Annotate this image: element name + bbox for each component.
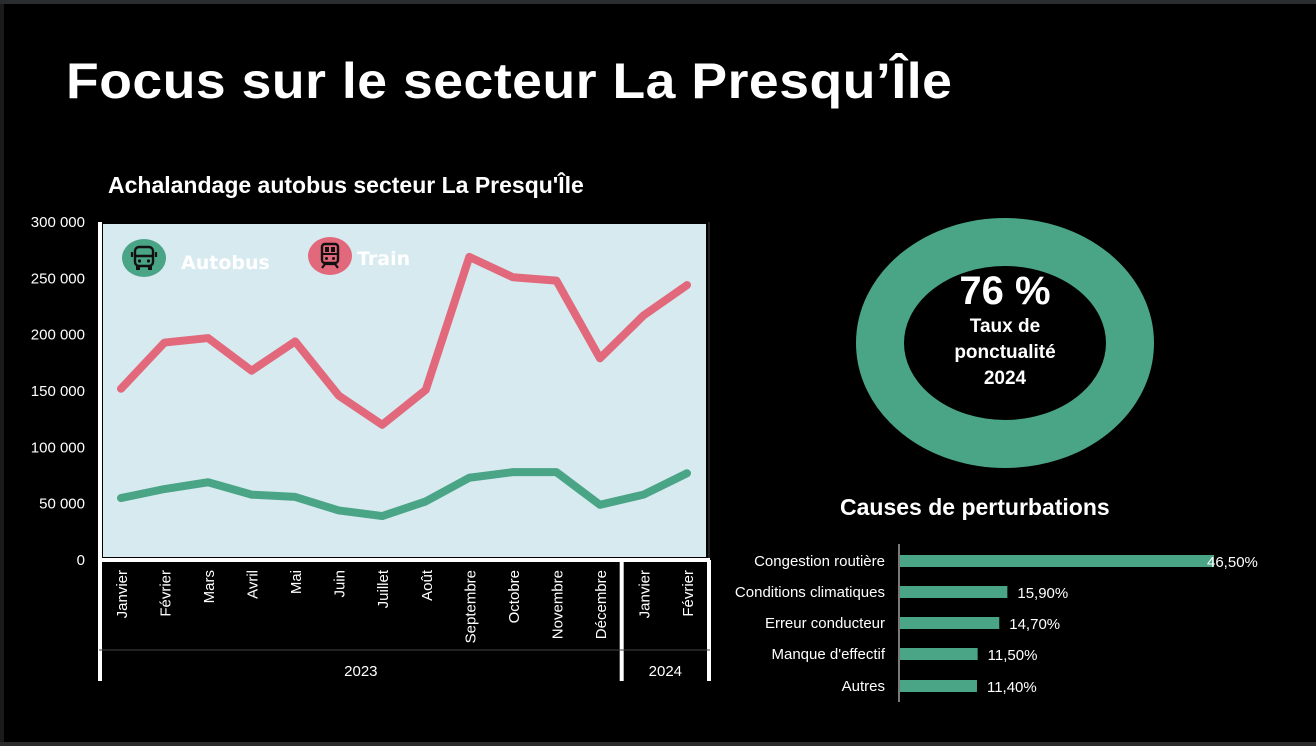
punctuality-label-line-3: 2024 bbox=[983, 368, 1027, 389]
causes-chart-title: Causes de perturbations bbox=[840, 494, 1110, 520]
x-tick-label: Décembre bbox=[593, 570, 610, 639]
y-tick-label: 300 000 bbox=[31, 214, 85, 231]
y-tick-label: 250 000 bbox=[31, 270, 85, 287]
bar bbox=[900, 555, 1214, 567]
bar-value-label: 14,70% bbox=[1009, 616, 1060, 633]
x-tick-label: Janvier bbox=[636, 570, 653, 618]
bar-category-label: Autres bbox=[842, 678, 885, 695]
line-chart-title: Achalandage autobus secteur La Presqu'Îl… bbox=[108, 172, 584, 198]
legend-label-train: Train bbox=[357, 248, 410, 270]
y-tick-label: 50 000 bbox=[39, 496, 85, 513]
plot-border bbox=[98, 222, 710, 562]
legend-label-autobus: Autobus bbox=[181, 252, 270, 274]
chart-legend: Autobus Train bbox=[122, 237, 410, 277]
y-tick-label: 200 000 bbox=[31, 327, 85, 344]
bar-value-label: 11,40% bbox=[987, 679, 1037, 696]
x-tick-label: Janvier bbox=[114, 570, 131, 618]
x-tick-label: Août bbox=[419, 569, 436, 601]
x-group-label: 2023 bbox=[344, 663, 377, 680]
train-icon-badge bbox=[308, 237, 352, 275]
x-axis: Janvier Février Mars Avril Mai Juin Juillet Aoû… bbox=[98, 560, 711, 681]
series-line-autobus bbox=[117, 468, 691, 521]
x-tick-label: Février bbox=[680, 570, 697, 617]
bus-icon-badge bbox=[122, 239, 166, 277]
bar-value-label: 46,50% bbox=[1207, 554, 1258, 571]
punctuality-label-line-1: Taux de bbox=[969, 316, 1041, 337]
x-tick-label: Avril bbox=[245, 570, 262, 599]
y-tick-label: 0 bbox=[77, 552, 85, 569]
page-title: Focus sur le secteur La Presqu’Île bbox=[66, 53, 953, 109]
bars: Congestion routière 46,50% Conditions clim… bbox=[735, 553, 1258, 696]
x-tick-label: Mai bbox=[288, 570, 305, 594]
x-tick-label: Juillet bbox=[375, 569, 392, 608]
bar bbox=[900, 586, 1008, 598]
y-tick-label: 150 000 bbox=[31, 383, 85, 400]
bar-category-label: Conditions climatiques bbox=[735, 584, 885, 601]
bar-category-label: Manque d'effectif bbox=[772, 646, 886, 663]
bar bbox=[900, 617, 1000, 629]
bar bbox=[900, 648, 978, 660]
bar bbox=[900, 680, 977, 692]
x-tick-label: Octobre bbox=[506, 570, 523, 623]
series-line-train bbox=[117, 252, 691, 429]
window-bottom-border bbox=[0, 742, 1316, 746]
punctuality-donut bbox=[856, 218, 1154, 468]
bar-category-label: Erreur conducteur bbox=[765, 615, 885, 632]
x-tick-label: Septembre bbox=[462, 570, 479, 643]
y-tick-label: 100 000 bbox=[31, 439, 85, 456]
donut-ring bbox=[856, 218, 1154, 468]
bar-value-label: 15,90% bbox=[1017, 585, 1068, 602]
window-left-border bbox=[0, 4, 4, 742]
x-group-label: 2024 bbox=[649, 663, 682, 680]
x-tick-label: Mars bbox=[201, 570, 218, 603]
legend-item-train: Train bbox=[308, 237, 410, 275]
punctuality-value: 76 % bbox=[959, 269, 1051, 313]
bus-icon bbox=[130, 245, 158, 270]
bar-value-label: 11,50% bbox=[988, 647, 1038, 664]
punctuality-readout: 76 % Taux de ponctualité 2024 bbox=[853, 268, 1157, 392]
legend-item-autobus: Autobus bbox=[122, 239, 270, 277]
train-icon bbox=[320, 242, 340, 269]
x-tick-label: Juin bbox=[332, 570, 349, 598]
x-tick-label: Novembre bbox=[549, 570, 566, 639]
window-top-border bbox=[0, 0, 1316, 4]
punctuality-label-line-2: ponctualité bbox=[954, 342, 1056, 363]
series-lines bbox=[117, 252, 691, 521]
y-axis: 0 50 000 100 000 150 000 200 000 250 000 300 0… bbox=[31, 214, 85, 569]
x-tick-label: Février bbox=[158, 570, 175, 617]
bar-category-label: Congestion routière bbox=[754, 553, 885, 570]
